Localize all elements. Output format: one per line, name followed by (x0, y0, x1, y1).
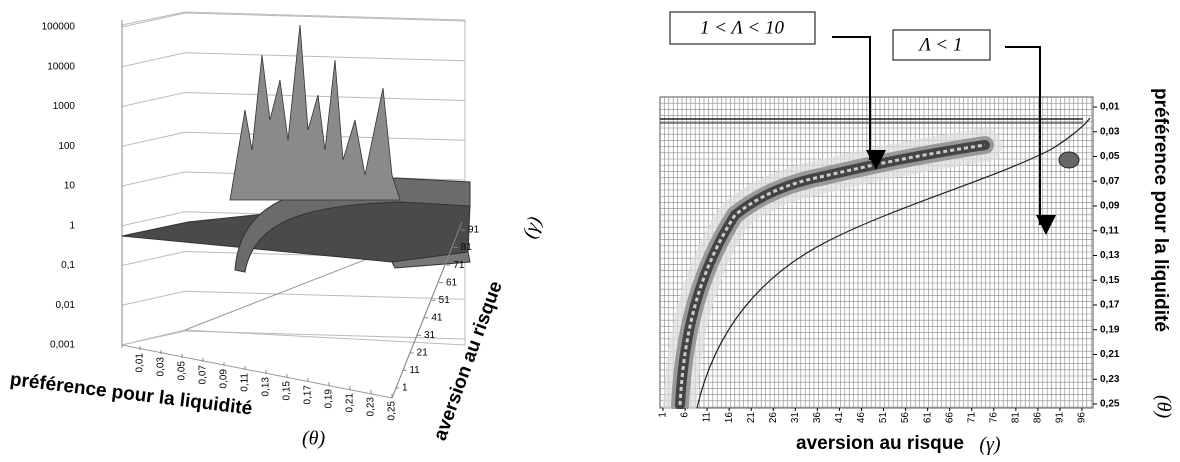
annotation: Λ < 1 (918, 34, 963, 55)
y-tick-label: 0,03 (1100, 126, 1120, 137)
x-tick-label: 0,23 (366, 397, 377, 417)
annotation-arrow (1005, 46, 1056, 235)
z-tick-label: 100 (58, 141, 75, 152)
contour-center (678, 143, 986, 406)
y-tick-label: 61 (446, 277, 458, 288)
z-tick-label: 0,01 (56, 300, 76, 311)
grid-line (121, 91, 466, 107)
x-tick-label: 16 (724, 412, 735, 424)
x-tick-label: 0,03 (156, 357, 167, 377)
y-tick-label: 0,05 (1100, 151, 1120, 162)
z-tick-label: 0,1 (61, 260, 75, 271)
x-tick-label: 0,05 (177, 361, 188, 381)
z-tick-label: 10 (64, 181, 76, 192)
x-tick-label: 1 (658, 412, 669, 418)
x-axis-title: aversion au risque (796, 433, 964, 454)
x-axis-symbol: (γ) (979, 434, 1001, 456)
annotation-box (892, 29, 991, 61)
grid-line (121, 12, 466, 28)
x-tick-label: 76 (988, 412, 999, 424)
x-tick-label: 91 (1055, 412, 1066, 424)
x-tick-label: 0,01 (135, 353, 146, 373)
y-tick-label: 0,13 (1100, 250, 1120, 261)
grid-line (121, 290, 466, 306)
y-tick-label: 0,19 (1100, 324, 1120, 335)
x-tick-label: 0,25 (387, 401, 398, 421)
x-tick-label: 61 (922, 412, 933, 424)
annotation-arrow (832, 36, 886, 170)
y-tick-label: 0,15 (1100, 275, 1120, 286)
x-tick-label: 0,21 (345, 393, 356, 413)
y-tick-label: 0,17 (1100, 300, 1120, 311)
x-axis-symbol: (θ) (302, 428, 325, 450)
x-tick-label: 71 (966, 412, 977, 424)
z-tick-label: 1000 (53, 101, 76, 112)
boundary-curve (696, 117, 1091, 409)
y-tick-label: 81 (461, 242, 473, 253)
x-tick-label: 56 (900, 412, 911, 424)
x-tick-label: 46 (856, 412, 867, 424)
z-tick-label: 10000 (47, 61, 75, 72)
y-tick-label: 0,11 (1100, 225, 1119, 236)
contour-panel: 1 6 11 16 21 26 31 36 41 46 51 56 61 66 71 76 81 86 91 960,… (658, 11, 1174, 456)
x-tick-label: 0,15 (282, 381, 293, 401)
surface-edge (391, 251, 471, 269)
x-tick-label: 0,11 (240, 373, 251, 392)
y-tick-label: 1 (402, 383, 408, 394)
y-tick-label: 71 (453, 260, 465, 271)
y-tick-label: 0,25 (1100, 399, 1120, 410)
y-tick-label: 0,01 (1100, 102, 1120, 113)
x-tick-label: 36 (812, 412, 823, 424)
y-tick-label: 91 (468, 225, 480, 236)
tick-band (660, 409, 1093, 431)
y-tick-label: 51 (439, 295, 451, 306)
contour-island (1058, 151, 1080, 169)
x-tick-label: 0,17 (303, 385, 314, 405)
y-tick-label: 21 (417, 348, 429, 359)
z-tick-label: 100000 (42, 22, 76, 33)
annotation: 1 < Λ < 10 (700, 17, 784, 38)
grid-line (121, 52, 466, 68)
y-tick-label: 0,09 (1100, 201, 1120, 212)
x-tick-label: 0,19 (324, 389, 335, 409)
y-tick-label: 31 (424, 330, 436, 341)
x-tick-label: 51 (878, 412, 889, 424)
y-tick-label: 0,07 (1100, 176, 1120, 187)
surface-spikes (229, 24, 401, 201)
grid-line (121, 330, 466, 346)
y-tick-label: 41 (431, 312, 443, 323)
x-tick-label: 0,07 (198, 365, 209, 385)
x-tick-label: 26 (768, 412, 779, 424)
x-tick-label: 86 (1033, 412, 1044, 424)
x-tick-label: 0,09 (219, 369, 230, 389)
x-tick-label: 96 (1077, 412, 1088, 424)
x-tick-label: 31 (790, 412, 801, 424)
y-axis-symbol: (θ) (1152, 395, 1174, 418)
surface-ridge (234, 177, 471, 273)
y-axis-symbol: (γ) (518, 214, 546, 242)
x-tick-label: 66 (944, 412, 955, 424)
x-tick-label: 11 (702, 412, 713, 423)
x-tick-label: 0,13 (261, 377, 272, 397)
x-tick-label: 81 (1010, 412, 1021, 424)
x-tick-label: 6 (680, 412, 691, 418)
y-tick-label: 11 (409, 365, 420, 376)
annotation-box (669, 11, 816, 45)
x-axis-title: préférence pour la liquidité (9, 369, 254, 420)
x-tick-label: 21 (746, 412, 757, 424)
grid-line (121, 131, 466, 147)
y-axis-title: préférence pour la liquidité (1150, 88, 1171, 332)
x-tick-label: 41 (834, 412, 845, 424)
y-tick-label: 0,23 (1100, 374, 1120, 385)
y-tick-label: 0,21 (1100, 349, 1120, 360)
z-tick-label: 1 (69, 220, 75, 231)
y-axis (391, 221, 463, 399)
z-tick-label: 0,001 (50, 340, 75, 351)
